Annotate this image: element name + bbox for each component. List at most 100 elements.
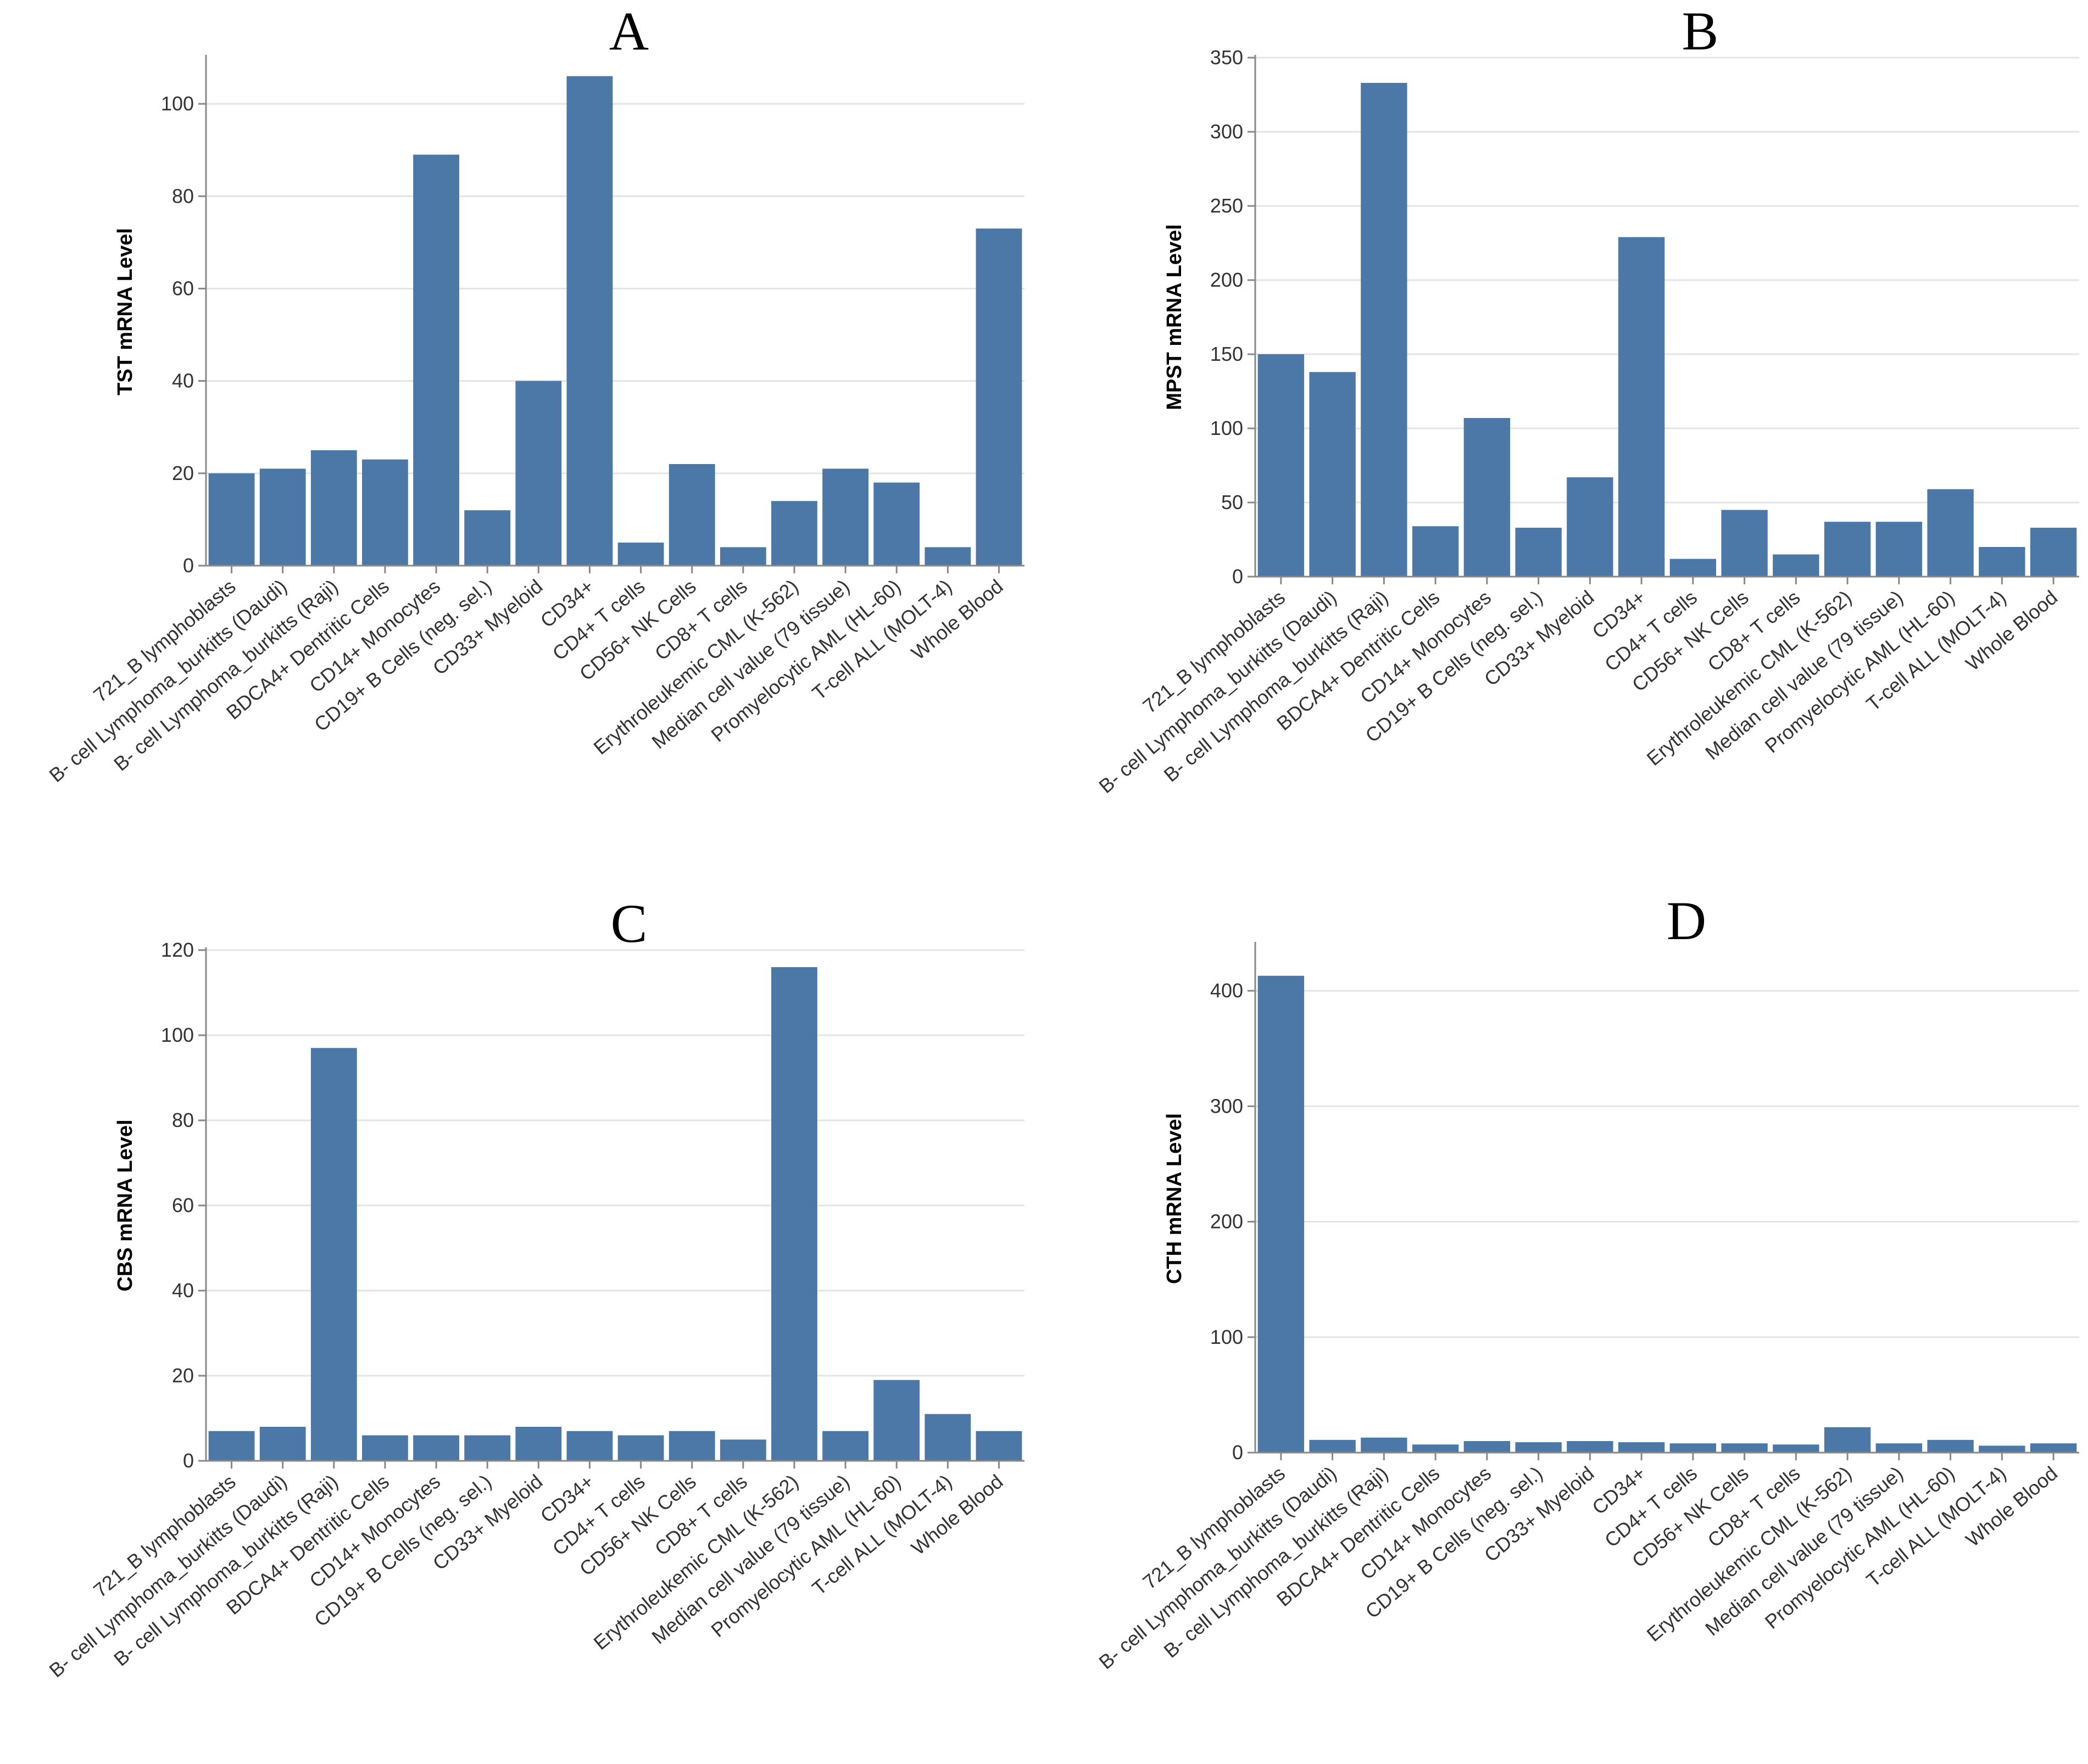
panel-letter: A	[609, 1, 649, 62]
bar-cd19-b-cells-neg-sel	[1515, 1442, 1562, 1453]
bar-cd4-t-cells	[617, 1435, 664, 1461]
bar-erythroleukemic-cml-k-562	[1824, 1427, 1871, 1453]
bar-721-b-lymphoblasts	[208, 473, 255, 566]
y-axis-label: CTH mRNA Level	[1163, 1113, 1186, 1284]
bar-b-cell-lymphoma-burkitts-raji	[310, 1048, 357, 1461]
bar-b-cell-lymphoma-burkitts-daudi	[1309, 1439, 1356, 1453]
x-tick-label: B- cell Lymphoma_burkitts (Raji)	[109, 575, 342, 775]
bar-cd4-t-cells	[1669, 1443, 1717, 1453]
y-tick-label: 0	[1232, 1441, 1243, 1464]
bar-b-cell-lymphoma-burkitts-daudi	[259, 468, 306, 566]
bar-t-cell-all-molt-4	[1979, 547, 2025, 577]
y-tick-label: 80	[172, 1109, 194, 1131]
bar-median-cell-value-79-tissue	[822, 1431, 868, 1461]
bar-cd33-myeloid	[515, 1427, 562, 1461]
bar-bdca4-dentritic-cells	[362, 1435, 408, 1461]
bar-cd56-nk-cells	[669, 1431, 715, 1461]
bar-cd19-b-cells-neg-sel	[464, 1435, 511, 1461]
y-tick-label: 40	[172, 370, 194, 392]
bar-cd14-monocytes	[1463, 418, 1511, 577]
bar-cd34	[1618, 237, 1665, 577]
bar-cd56-nk-cells	[1721, 510, 1768, 577]
bar-promyelocytic-aml-hl-60	[1927, 1439, 1974, 1453]
y-tick-label: 120	[161, 939, 194, 961]
bar-t-cell-all-molt-4	[925, 1414, 971, 1461]
bar-b-cell-lymphoma-burkitts-daudi	[1309, 372, 1356, 577]
bar-cd14-monocytes	[413, 154, 459, 566]
panel-letter: B	[1682, 1, 1719, 62]
bar-whole-blood	[2030, 527, 2077, 577]
panel-letter: C	[611, 893, 648, 954]
y-tick-label: 350	[1210, 46, 1243, 69]
bar-cd33-myeloid	[1567, 1441, 1613, 1453]
bar-t-cell-all-molt-4	[1979, 1445, 2025, 1453]
bar-cd4-t-cells	[1669, 559, 1717, 577]
bar-cd14-monocytes	[413, 1435, 459, 1461]
y-tick-label: 0	[183, 1449, 194, 1472]
bar-cd34	[566, 1431, 613, 1461]
y-tick-label: 0	[183, 554, 194, 577]
bar-721-b-lymphoblasts	[208, 1431, 255, 1461]
y-tick-label: 100	[1210, 1326, 1243, 1348]
y-tick-label: 200	[1210, 1210, 1243, 1233]
bar-cd4-t-cells	[617, 542, 664, 566]
bar-cd56-nk-cells	[669, 464, 715, 566]
bar-cd8-t-cells	[1773, 554, 1819, 577]
x-tick-label: B- cell Lymphoma_burkitts (Raji)	[1160, 1462, 1393, 1662]
bar-whole-blood	[976, 1431, 1022, 1461]
bar-cd56-nk-cells	[1721, 1443, 1768, 1453]
bar-promyelocytic-aml-hl-60	[873, 482, 920, 566]
x-tick-label: B- cell Lymphoma_burkitts (Raji)	[109, 1470, 342, 1671]
bar-cd19-b-cells-neg-sel	[1515, 527, 1562, 577]
bar-median-cell-value-79-tissue	[1875, 1443, 1923, 1453]
y-tick-label: 20	[172, 462, 194, 484]
y-tick-label: 60	[172, 277, 194, 299]
bar-bdca4-dentritic-cells	[1412, 526, 1459, 577]
bar-721-b-lymphoblasts	[1257, 975, 1305, 1453]
y-tick-label: 200	[1210, 269, 1243, 291]
y-tick-label: 60	[172, 1194, 194, 1216]
y-tick-label: 100	[161, 92, 194, 115]
bar-whole-blood	[976, 228, 1022, 566]
bar-bdca4-dentritic-cells	[1412, 1444, 1459, 1453]
y-tick-label: 300	[1210, 1095, 1243, 1117]
bar-721-b-lymphoblasts	[1257, 354, 1305, 577]
bar-b-cell-lymphoma-burkitts-daudi	[259, 1427, 306, 1461]
bar-promyelocytic-aml-hl-60	[873, 1380, 920, 1461]
y-tick-label: 100	[1210, 417, 1243, 439]
y-axis-label: MPST mRNA Level	[1163, 224, 1186, 410]
y-tick-label: 300	[1210, 120, 1243, 143]
bar-cd8-t-cells	[1773, 1444, 1819, 1453]
bar-cd8-t-cells	[720, 547, 766, 566]
bar-median-cell-value-79-tissue	[1875, 522, 1923, 577]
y-tick-label: 250	[1210, 194, 1243, 217]
y-axis-label: TST mRNA Level	[114, 228, 137, 395]
x-tick-label: B- cell Lymphoma_burkitts (Raji)	[1160, 586, 1393, 786]
bar-whole-blood	[2030, 1443, 2077, 1453]
y-tick-label: 40	[172, 1279, 194, 1302]
bar-b-cell-lymphoma-burkitts-raji	[1361, 82, 1407, 577]
bar-cd34	[1618, 1442, 1665, 1453]
y-tick-label: 150	[1210, 343, 1243, 365]
y-tick-label: 20	[172, 1364, 194, 1387]
bar-b-cell-lymphoma-burkitts-raji	[310, 450, 357, 566]
y-tick-label: 80	[172, 185, 194, 207]
y-tick-label: 50	[1221, 491, 1243, 513]
bar-cd19-b-cells-neg-sel	[464, 510, 511, 566]
bar-erythroleukemic-cml-k-562	[771, 501, 817, 566]
bar-b-cell-lymphoma-burkitts-raji	[1361, 1437, 1407, 1453]
bar-t-cell-all-molt-4	[925, 547, 971, 566]
bar-promyelocytic-aml-hl-60	[1927, 489, 1974, 577]
bar-cd8-t-cells	[720, 1439, 766, 1461]
bar-cd33-myeloid	[1567, 477, 1613, 577]
bar-median-cell-value-79-tissue	[822, 468, 868, 566]
bar-cd33-myeloid	[515, 381, 562, 566]
bar-cd34	[566, 76, 613, 566]
y-tick-label: 100	[161, 1024, 194, 1046]
bar-cd14-monocytes	[1463, 1441, 1511, 1453]
